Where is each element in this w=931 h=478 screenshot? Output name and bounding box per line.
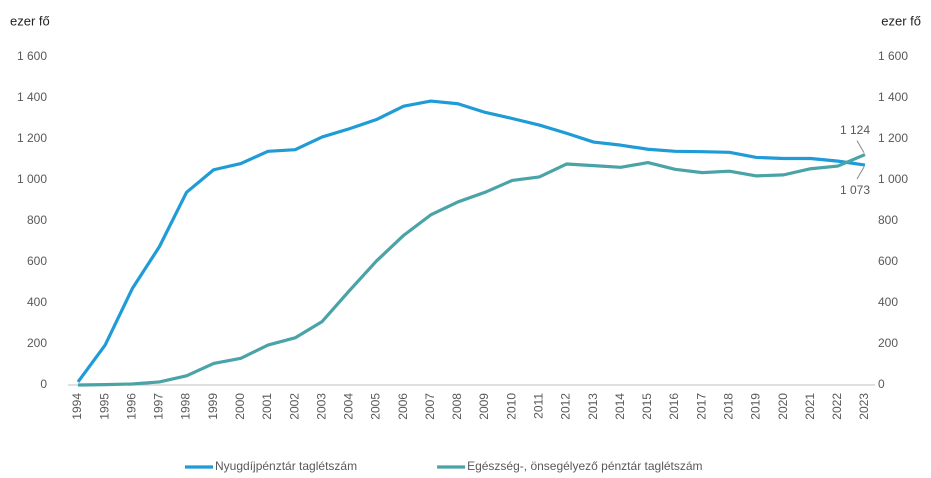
y2-tick-label: 200 — [878, 336, 898, 350]
x-tick-label: 1997 — [152, 393, 166, 420]
y2-tick-label: 0 — [878, 377, 885, 391]
x-tick-label: 2002 — [287, 393, 301, 420]
y-axis-label: ezer fő — [10, 13, 50, 28]
x-tick-label: 1998 — [179, 393, 193, 420]
x-tick-label: 2006 — [396, 393, 410, 420]
x-tick-label: 2010 — [504, 393, 518, 420]
series-line — [77, 153, 866, 387]
annotation-leader — [856, 140, 865, 153]
x-tick-label: 2023 — [857, 393, 871, 420]
x-tick-label: 2011 — [532, 393, 546, 419]
legend-label: Egészség-, önsegélyező pénztár taglétszá… — [467, 459, 702, 473]
y-tick-label: 800 — [27, 213, 47, 227]
legend-label: Nyugdíjpénztár taglétszám — [215, 459, 357, 473]
x-tick-label: 1999 — [206, 393, 220, 420]
x-tick-label: 2019 — [749, 393, 763, 420]
y2-tick-label: 600 — [878, 254, 898, 268]
y-tick-label: 1 600 — [17, 49, 47, 63]
y-tick-label: 200 — [27, 336, 47, 350]
y-tick-label: 0 — [40, 377, 47, 391]
x-tick-label: 1996 — [124, 393, 138, 420]
x-tick-label: 1994 — [70, 393, 84, 420]
x-tick-label: 2018 — [721, 393, 735, 420]
y2-tick-label: 1 200 — [878, 131, 908, 145]
x-tick-label: 2022 — [830, 393, 844, 420]
x-tick-label: 1995 — [97, 393, 111, 420]
annotation: 1 124 — [840, 123, 870, 137]
x-tick-label: 2003 — [314, 393, 328, 420]
x-tick-label: 2012 — [559, 393, 573, 420]
annotation: 1 073 — [840, 183, 870, 197]
x-tick-label: 2015 — [640, 393, 654, 420]
x-tick-label: 2013 — [586, 393, 600, 420]
x-tick-label: 2001 — [260, 393, 274, 420]
y-tick-label: 1 400 — [17, 90, 47, 104]
x-tick-label: 2016 — [667, 393, 681, 420]
y2-tick-label: 400 — [878, 295, 898, 309]
y2-tick-label: 1 000 — [878, 172, 908, 186]
x-tick-label: 2017 — [694, 393, 708, 420]
x-tick-label: 2005 — [369, 393, 383, 420]
y2-tick-label: 800 — [878, 213, 898, 227]
x-tick-label: 2009 — [477, 393, 491, 420]
series-line — [76, 99, 866, 383]
y2-axis-label: ezer fő — [881, 13, 921, 28]
annotation-leader — [856, 166, 865, 180]
x-tick-label: 2000 — [233, 393, 247, 420]
x-tick-label: 2020 — [776, 393, 790, 420]
x-tick-label: 2008 — [450, 393, 464, 420]
y-tick-label: 400 — [27, 295, 47, 309]
y2-tick-label: 1 400 — [878, 90, 908, 104]
y-tick-label: 1 000 — [17, 172, 47, 186]
x-tick-label: 2021 — [803, 393, 817, 420]
x-tick-label: 2014 — [613, 393, 627, 420]
x-tick-label: 2007 — [423, 393, 437, 420]
x-tick-label: 2004 — [342, 393, 356, 420]
y-tick-label: 1 200 — [17, 131, 47, 145]
y-tick-label: 600 — [27, 254, 47, 268]
y2-tick-label: 1 600 — [878, 49, 908, 63]
